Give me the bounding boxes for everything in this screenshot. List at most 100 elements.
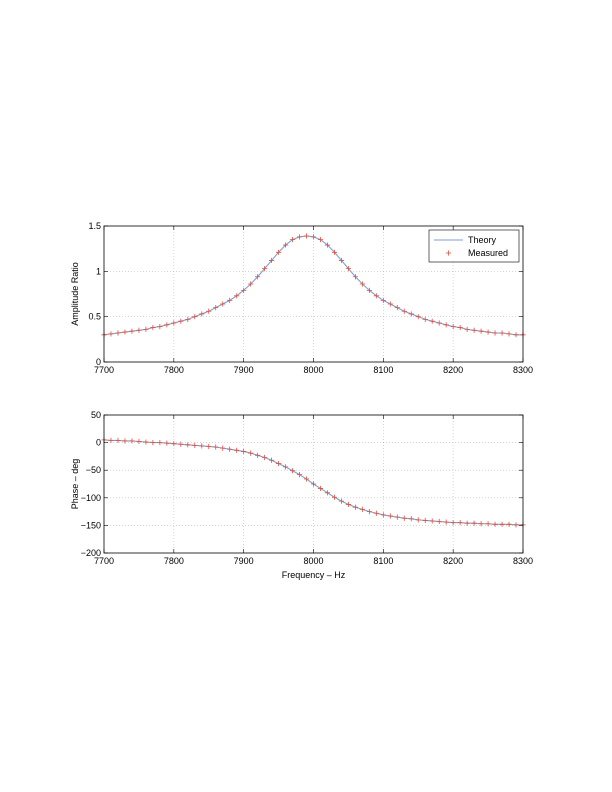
data-point: [492, 330, 498, 336]
data-point: [282, 242, 289, 248]
legend-entry: Theory: [468, 235, 497, 245]
data-point: [464, 326, 470, 332]
data-point: [450, 324, 456, 330]
data-point: [471, 520, 477, 526]
data-point: [206, 308, 212, 314]
data-point: [206, 443, 212, 450]
data-point: [352, 274, 358, 280]
y-tick-label: 50: [91, 410, 101, 420]
y-tick-label: 1.5: [88, 221, 101, 231]
x-tick-label: 8300: [513, 365, 533, 375]
data-point: [129, 438, 135, 444]
data-point: [248, 450, 254, 456]
data-point: [352, 504, 358, 510]
x-axis-label: Frequency – Hz: [282, 570, 346, 580]
data-point: [115, 437, 121, 443]
data-point: [478, 328, 484, 334]
data-point: [192, 314, 198, 320]
data-point: [150, 440, 156, 446]
data-point: [248, 281, 254, 287]
data-point: [282, 464, 289, 470]
x-tick-label: 8100: [373, 365, 393, 375]
data-point: [108, 437, 114, 443]
data-point: [338, 257, 345, 264]
y-axis-label: Amplitude Ratio: [70, 262, 80, 326]
data-point: [310, 481, 317, 487]
y-tick-label: −100: [81, 493, 101, 503]
data-point: [513, 522, 519, 528]
data-point: [485, 329, 491, 335]
data-point: [122, 329, 128, 335]
data-point: [422, 316, 428, 322]
data-point: [192, 442, 198, 448]
data-point: [338, 498, 345, 504]
data-point: [429, 318, 435, 324]
x-tick-label: 8200: [443, 556, 463, 566]
data-point: [255, 452, 261, 458]
data-point: [303, 233, 310, 239]
data-point: [471, 327, 477, 333]
data-point: [269, 257, 275, 264]
y-tick-label: −50: [86, 465, 101, 475]
data-point: [129, 328, 135, 334]
data-point: [366, 509, 372, 515]
x-tick-label: 7700: [94, 365, 114, 375]
x-tick-label: 7800: [164, 556, 184, 566]
data-point: [331, 249, 338, 255]
data-point: [317, 237, 324, 243]
data-point: [436, 518, 442, 525]
x-tick-label: 7900: [234, 365, 254, 375]
data-point: [157, 324, 163, 330]
data-point: [296, 472, 303, 478]
data-point: [227, 297, 233, 303]
data-point: [422, 517, 428, 524]
data-point: [401, 515, 407, 521]
data-point: [115, 330, 121, 336]
data-point: [255, 274, 261, 280]
data-point: [359, 506, 365, 512]
data-point: [317, 485, 324, 492]
data-point: [373, 510, 379, 516]
data-point: [408, 311, 414, 317]
data-point: [171, 441, 177, 447]
data-point: [485, 521, 491, 527]
data-point: [227, 446, 233, 452]
data-point: [262, 454, 268, 461]
data-point: [324, 490, 331, 496]
data-point: [443, 519, 449, 525]
data-point: [275, 249, 282, 255]
data-point: [289, 237, 296, 243]
data-point: [513, 332, 519, 338]
y-tick-label: 1: [96, 266, 101, 276]
data-point: [234, 447, 240, 453]
data-point: [415, 314, 421, 320]
data-point: [345, 266, 352, 272]
data-point: [122, 438, 128, 444]
data-point: [234, 293, 240, 299]
data-point: [199, 311, 205, 317]
data-point: [359, 281, 365, 287]
data-point: [213, 444, 219, 450]
x-tick-label: 8300: [513, 556, 533, 566]
data-point: [387, 513, 393, 519]
data-point: [408, 516, 414, 522]
data-point: [241, 448, 247, 455]
data-point: [213, 305, 219, 311]
x-tick-label: 7700: [94, 556, 114, 566]
data-point: [380, 512, 386, 518]
data-point: [450, 520, 456, 526]
legend-entry: Measured: [468, 248, 508, 258]
data-point: [464, 520, 470, 526]
data-point: [506, 521, 512, 527]
data-point: [478, 521, 484, 527]
data-point: [275, 460, 282, 467]
data-point: [178, 441, 184, 447]
data-point: [164, 440, 170, 446]
x-tick-label: 8200: [443, 365, 463, 375]
x-tick-label: 8000: [303, 556, 323, 566]
data-point: [178, 318, 184, 324]
legend-swatch-measured: [445, 250, 452, 256]
data-point: [108, 331, 114, 337]
